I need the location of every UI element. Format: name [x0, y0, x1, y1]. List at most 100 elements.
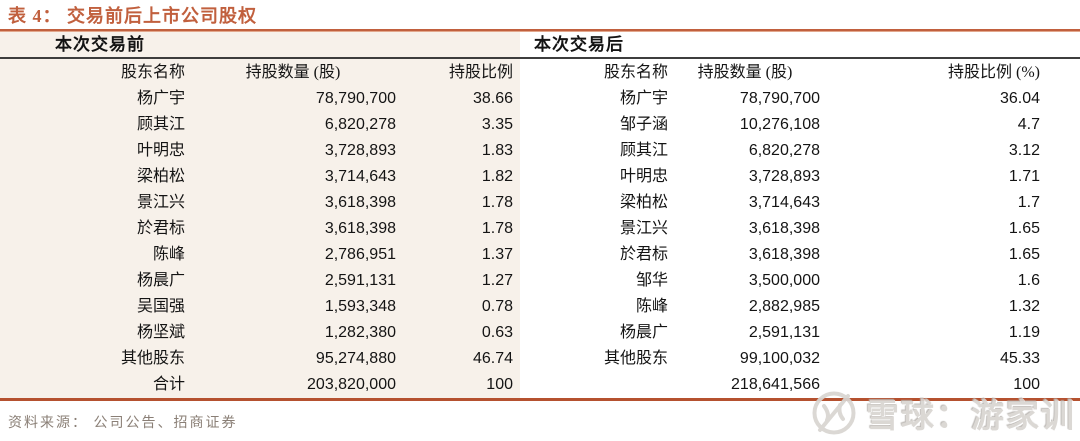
table-row: 其他股东 99,100,032 45.33	[520, 346, 1080, 372]
share-ratio-cell: 100	[486, 376, 513, 393]
share-ratio-cell: 1.82	[481, 168, 513, 185]
share-count-cell: 6,820,278	[748, 142, 820, 159]
share-ratio-cell: 1.32	[1008, 298, 1040, 315]
table-row: 於君标 3,618,398 1.78	[0, 216, 520, 242]
col-header-share-count: 持股数量 (股)	[697, 63, 793, 81]
table-row: 叶明忠 3,728,893 1.71	[520, 164, 1080, 190]
share-count-cell: 78,790,700	[739, 90, 820, 107]
shareholder-name-cell: 杨坚斌	[136, 324, 185, 341]
share-ratio-cell: 1.37	[481, 246, 513, 263]
after-transaction-table: 股东名称 持股数量 (股) 持股比例 (%) 杨广宇 78,790,700 36.0…	[520, 59, 1080, 398]
shareholder-name-cell: 景江兴	[619, 220, 668, 237]
after-section-header: 本次交易后	[520, 32, 1080, 59]
table-row: 杨晨广 2,591,131 1.27	[0, 268, 520, 294]
table-row: 叶明忠 3,728,893 1.83	[0, 138, 520, 164]
table-row: 邹华 3,500,000 1.6	[520, 268, 1080, 294]
share-count-cell: 3,728,893	[748, 168, 820, 185]
share-ratio-cell: 1.7	[1017, 194, 1040, 211]
table-row: 梁柏松 3,714,643 1.7	[520, 190, 1080, 216]
shareholder-name-cell: 陈峰	[635, 298, 668, 315]
shareholder-name-cell: 合计	[152, 376, 185, 393]
share-count-cell: 2,591,131	[324, 272, 396, 289]
column-header-row: 股东名称 持股数量 (股) 持股比例	[0, 59, 520, 86]
share-count-cell: 3,618,398	[748, 246, 820, 263]
share-ratio-cell: 1.6	[1017, 272, 1040, 289]
share-count-cell: 3,500,000	[748, 272, 820, 289]
share-count-cell: 1,282,380	[324, 324, 396, 341]
shareholder-name-cell: 叶明忠	[619, 168, 668, 185]
share-ratio-cell: 1.65	[1008, 246, 1040, 263]
shareholder-name-cell: 於君标	[136, 220, 185, 237]
share-count-cell: 3,714,643	[748, 194, 820, 211]
share-ratio-cell: 3.35	[481, 116, 513, 133]
shareholder-name-cell: 其他股东	[120, 350, 185, 367]
col-header-shareholder-name: 股东名称	[120, 63, 185, 81]
tables-container: 本次交易前 股东名称 持股数量 (股) 持股比例 杨广宇 78,790,700 38…	[0, 32, 1080, 398]
table-row: 杨晨广 2,591,131 1.19	[520, 320, 1080, 346]
share-ratio-cell: 0.78	[481, 298, 513, 315]
shareholder-name-cell: 杨广宇	[619, 90, 668, 107]
share-ratio-cell: 0.63	[481, 324, 513, 341]
share-count-cell: 1,593,348	[324, 298, 396, 315]
table-row: 顾其江 6,820,278 3.35	[0, 112, 520, 138]
after-transaction-section: 本次交易后 股东名称 持股数量 (股) 持股比例 (%) 杨广宇 78,790,7…	[520, 32, 1080, 398]
col-header-share-ratio: 持股比例 (%)	[948, 63, 1040, 81]
shareholder-name-cell: 杨广宇	[136, 90, 185, 107]
share-count-cell: 6,820,278	[324, 116, 396, 133]
share-ratio-cell: 38.66	[472, 90, 513, 107]
shareholder-name-cell: 陈峰	[152, 246, 185, 263]
table-row: 杨坚斌 1,282,380 0.63	[0, 320, 520, 346]
shareholder-name-cell: 其他股东	[603, 350, 668, 367]
shareholder-name-cell: 邹子涵	[619, 116, 668, 133]
table-row: 吴国强 1,593,348 0.78	[0, 294, 520, 320]
table-bottom-divider	[0, 398, 1080, 401]
share-count-cell: 95,274,880	[315, 350, 396, 367]
table-row: 景江兴 3,618,398 1.78	[0, 190, 520, 216]
source-note: 资料来源： 公司公告、招商证券	[8, 416, 238, 431]
share-ratio-cell: 1.19	[1008, 324, 1040, 341]
share-count-cell: 3,714,643	[324, 168, 396, 185]
shareholder-name-cell: 顾其江	[619, 142, 668, 159]
share-count-cell: 203,820,000	[307, 376, 396, 393]
share-ratio-cell: 36.04	[999, 90, 1040, 107]
share-ratio-cell: 1.83	[481, 142, 513, 159]
table-row: 顾其江 6,820,278 3.12	[520, 138, 1080, 164]
shareholder-name-cell: 梁柏松	[136, 168, 185, 185]
before-transaction-table: 股东名称 持股数量 (股) 持股比例 杨广宇 78,790,700 38.66 顾其江…	[0, 59, 520, 398]
share-ratio-cell: 45.33	[999, 350, 1040, 367]
table-row: 杨广宇 78,790,700 36.04	[520, 86, 1080, 112]
share-ratio-cell: 1.78	[481, 194, 513, 211]
share-ratio-cell: 4.7	[1017, 116, 1040, 133]
share-ratio-cell: 1.27	[481, 272, 513, 289]
share-count-cell: 10,276,108	[739, 116, 820, 133]
col-header-shareholder-name: 股东名称	[603, 63, 668, 81]
share-count-cell: 3,618,398	[324, 220, 396, 237]
column-header-row: 股东名称 持股数量 (股) 持股比例 (%)	[520, 59, 1080, 86]
shareholder-name-cell: 景江兴	[136, 194, 185, 211]
shareholder-name-cell: 梁柏松	[619, 194, 668, 211]
shareholder-name-cell: 叶明忠	[136, 142, 185, 159]
share-ratio-cell: 46.74	[472, 350, 513, 367]
share-count-cell: 218,641,566	[731, 376, 820, 393]
shareholder-name-cell	[520, 372, 670, 398]
share-count-cell: 3,728,893	[324, 142, 396, 159]
table-row: 於君标 3,618,398 1.65	[520, 242, 1080, 268]
share-count-cell: 2,591,131	[748, 324, 820, 341]
share-ratio-cell: 1.71	[1008, 168, 1040, 185]
share-count-cell: 3,618,398	[748, 220, 820, 237]
shareholder-name-cell: 邹华	[635, 272, 668, 289]
title-divider	[0, 29, 1080, 32]
col-header-share-ratio: 持股比例	[448, 63, 513, 81]
col-header-share-count: 持股数量 (股)	[245, 63, 341, 81]
shareholder-name-cell: 顾其江	[136, 116, 185, 133]
share-ratio-cell: 1.65	[1008, 220, 1040, 237]
table-row: 景江兴 3,618,398 1.65	[520, 216, 1080, 242]
table-row: 陈峰 2,882,985 1.32	[520, 294, 1080, 320]
share-ratio-cell: 100	[1013, 376, 1040, 393]
share-count-cell: 99,100,032	[739, 350, 820, 367]
shareholder-name-cell: 杨晨广	[619, 324, 668, 341]
table-row: 梁柏松 3,714,643 1.82	[0, 164, 520, 190]
share-count-cell: 78,790,700	[315, 90, 396, 107]
before-transaction-section: 本次交易前 股东名称 持股数量 (股) 持股比例 杨广宇 78,790,700 38…	[0, 32, 520, 398]
